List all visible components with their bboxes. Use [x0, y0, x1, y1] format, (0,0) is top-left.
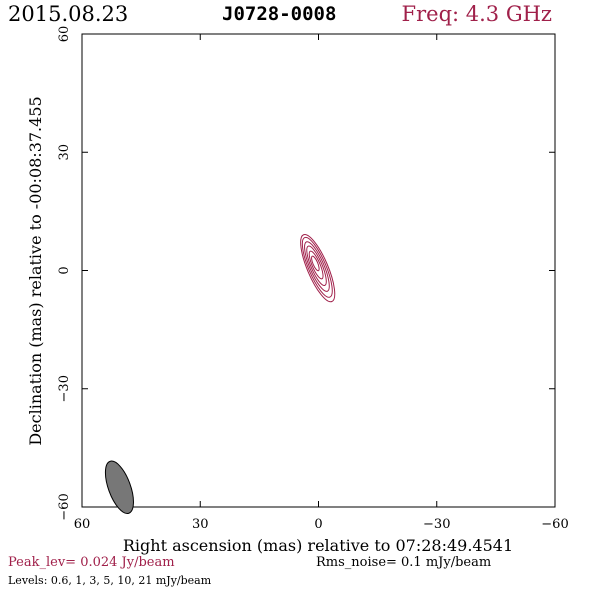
x-tick-label-2: 0 — [314, 517, 322, 532]
beam-shape — [104, 460, 134, 514]
x-tick-label-1: 30 — [192, 517, 209, 532]
y-tick-label-0: −60 — [57, 493, 72, 520]
contour-levels: Levels: 0.6, 1, 3, 5, 10, 21 mJy/beam — [8, 574, 212, 587]
x-tick-label-4: −60 — [541, 517, 568, 532]
contour-level-1 — [301, 236, 333, 298]
contour-level-5 — [311, 255, 320, 272]
contour-lines — [300, 234, 336, 303]
y-tick-label-1: −30 — [57, 375, 72, 402]
y-tick-label-3: 30 — [57, 144, 72, 161]
beam-ellipse — [104, 460, 134, 514]
contour-level-2 — [304, 241, 330, 292]
contour-level-0 — [300, 234, 336, 303]
peak-level: Peak_lev= 0.024 Jy/beam — [8, 555, 175, 570]
x-tick-label-0: 60 — [74, 517, 91, 532]
y-tick-label-2: 0 — [57, 266, 72, 274]
observation-date: 2015.08.23 — [8, 2, 129, 26]
x-tick-label-3: −30 — [423, 517, 450, 532]
axis-ticks — [81, 33, 556, 508]
y-tick-label-4: 60 — [57, 26, 72, 43]
frequency-label: Freq: 4.3 GHz — [401, 2, 552, 26]
source-name: J0728-0008 — [222, 3, 337, 25]
contour-level-4 — [308, 250, 324, 280]
x-axis-label: Right ascension (mas) relative to 07:28:… — [123, 536, 513, 555]
y-axis-label: Declination (mas) relative to -00:08:37.… — [26, 96, 45, 445]
contour-level-3 — [306, 245, 327, 286]
tick-labels: 60 30 0 −30 −60 −60 −30 0 30 60 — [57, 26, 569, 532]
rms-noise: Rms_noise= 0.1 mJy/beam — [316, 555, 492, 570]
